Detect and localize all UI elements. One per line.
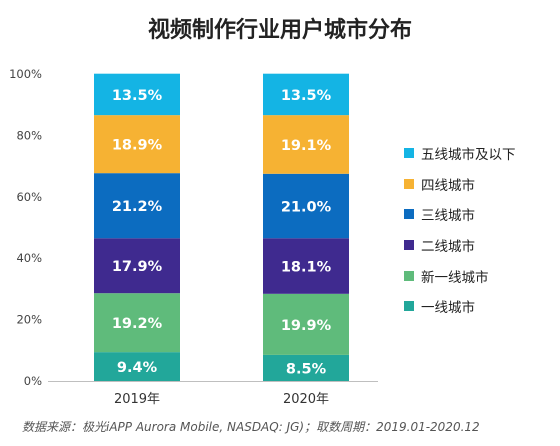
data-label: 18.9% <box>112 138 163 154</box>
bar-segment <box>263 115 349 174</box>
y-tick-label: 0% <box>24 374 42 388</box>
data-label: 13.5% <box>112 88 163 104</box>
data-label: 18.1% <box>281 260 332 276</box>
bar-segment <box>94 293 180 353</box>
data-label: 19.1% <box>281 138 332 154</box>
legend-item: 五线城市及以下 <box>404 138 516 169</box>
legend-swatch <box>404 301 414 312</box>
legend-label: 三线城市 <box>421 208 475 225</box>
bar-segment <box>263 173 349 239</box>
y-tick-label: 20% <box>16 313 42 327</box>
data-label: 9.4% <box>117 360 158 376</box>
data-label: 19.9% <box>281 318 332 334</box>
bar-segment <box>263 73 349 116</box>
legend-label: 五线城市及以下 <box>421 147 516 164</box>
legend-item: 三线城市 <box>404 199 516 230</box>
legend-swatch <box>404 148 414 159</box>
legend-label: 一线城市 <box>421 300 475 317</box>
legend-label: 四线城市 <box>421 177 475 194</box>
bar-segment <box>94 73 180 116</box>
y-tick-label: 80% <box>16 128 42 142</box>
y-tick-label: 100% <box>9 67 42 81</box>
data-label: 13.5% <box>281 88 332 104</box>
legend-item: 新一线城市 <box>404 260 516 291</box>
data-label: 19.2% <box>112 316 163 332</box>
x-tick-label: 2019年 <box>114 392 160 407</box>
source-note: 数据来源：极光iAPP Aurora Mobile, NASDAQ: JG)；取… <box>22 420 480 434</box>
bar-segment <box>263 293 349 355</box>
legend-swatch <box>404 209 414 220</box>
data-label: 8.5% <box>286 361 327 377</box>
data-label: 21.0% <box>281 200 332 216</box>
legend-swatch <box>404 270 414 281</box>
y-tick-label: 60% <box>16 190 42 204</box>
bar-segment <box>94 238 180 294</box>
bar-segment <box>94 115 180 174</box>
legend-item: 一线城市 <box>404 291 516 322</box>
bar-segment <box>263 238 349 294</box>
bar-segment <box>94 352 180 381</box>
legend: 五线城市及以下 四线城市三线城市二线城市新一线城市一线城市 <box>404 138 516 322</box>
data-label: 17.9% <box>112 259 163 275</box>
legend-swatch <box>404 178 414 189</box>
x-tick-label: 2020年 <box>283 392 329 407</box>
y-tick-label: 40% <box>16 251 42 265</box>
legend-item: 二线城市 <box>404 230 516 261</box>
legend-swatch <box>404 240 414 251</box>
chart-title: 视频制作行业用户城市分布 <box>147 18 412 43</box>
bar-segment <box>94 173 180 239</box>
legend-label: 二线城市 <box>421 239 475 256</box>
legend-item: 四线城市 <box>404 169 516 200</box>
legend-label: 新一线城市 <box>421 269 489 286</box>
bar-segment <box>263 354 349 381</box>
data-label: 21.2% <box>112 199 163 215</box>
